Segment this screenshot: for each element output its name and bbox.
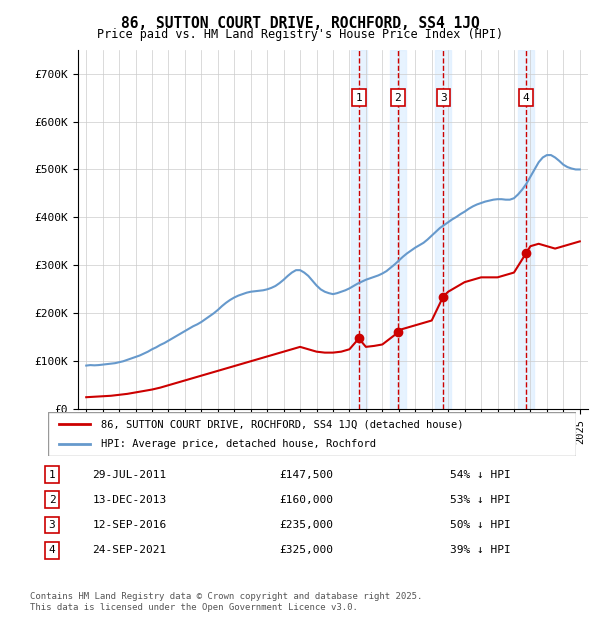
Text: 3: 3	[440, 92, 446, 102]
Text: 24-SEP-2021: 24-SEP-2021	[92, 545, 166, 556]
Text: 13-DEC-2013: 13-DEC-2013	[92, 495, 166, 505]
Text: 12-SEP-2016: 12-SEP-2016	[92, 520, 166, 530]
FancyBboxPatch shape	[48, 412, 576, 456]
Text: 86, SUTTON COURT DRIVE, ROCHFORD, SS4 1JQ (detached house): 86, SUTTON COURT DRIVE, ROCHFORD, SS4 1J…	[101, 420, 463, 430]
Text: HPI: Average price, detached house, Rochford: HPI: Average price, detached house, Roch…	[101, 438, 376, 448]
Text: 1: 1	[49, 469, 55, 479]
Text: 29-JUL-2011: 29-JUL-2011	[92, 469, 166, 479]
Text: 2: 2	[395, 92, 401, 102]
Text: £147,500: £147,500	[279, 469, 333, 479]
Text: 4: 4	[49, 545, 55, 556]
Bar	[390, 50, 406, 409]
Text: 53% ↓ HPI: 53% ↓ HPI	[449, 495, 510, 505]
Text: 86, SUTTON COURT DRIVE, ROCHFORD, SS4 1JQ: 86, SUTTON COURT DRIVE, ROCHFORD, SS4 1J…	[121, 16, 479, 30]
Text: 50% ↓ HPI: 50% ↓ HPI	[449, 520, 510, 530]
Bar	[518, 50, 534, 409]
Text: £325,000: £325,000	[279, 545, 333, 556]
Text: 39% ↓ HPI: 39% ↓ HPI	[449, 545, 510, 556]
Text: 1: 1	[355, 92, 362, 102]
Bar	[350, 50, 367, 409]
Text: 3: 3	[49, 520, 55, 530]
Text: £235,000: £235,000	[279, 520, 333, 530]
Text: Contains HM Land Registry data © Crown copyright and database right 2025.
This d: Contains HM Land Registry data © Crown c…	[30, 592, 422, 611]
Text: 2: 2	[49, 495, 55, 505]
Text: 54% ↓ HPI: 54% ↓ HPI	[449, 469, 510, 479]
Text: £160,000: £160,000	[279, 495, 333, 505]
Text: Price paid vs. HM Land Registry's House Price Index (HPI): Price paid vs. HM Land Registry's House …	[97, 28, 503, 41]
Bar	[435, 50, 451, 409]
Text: 4: 4	[523, 92, 529, 102]
